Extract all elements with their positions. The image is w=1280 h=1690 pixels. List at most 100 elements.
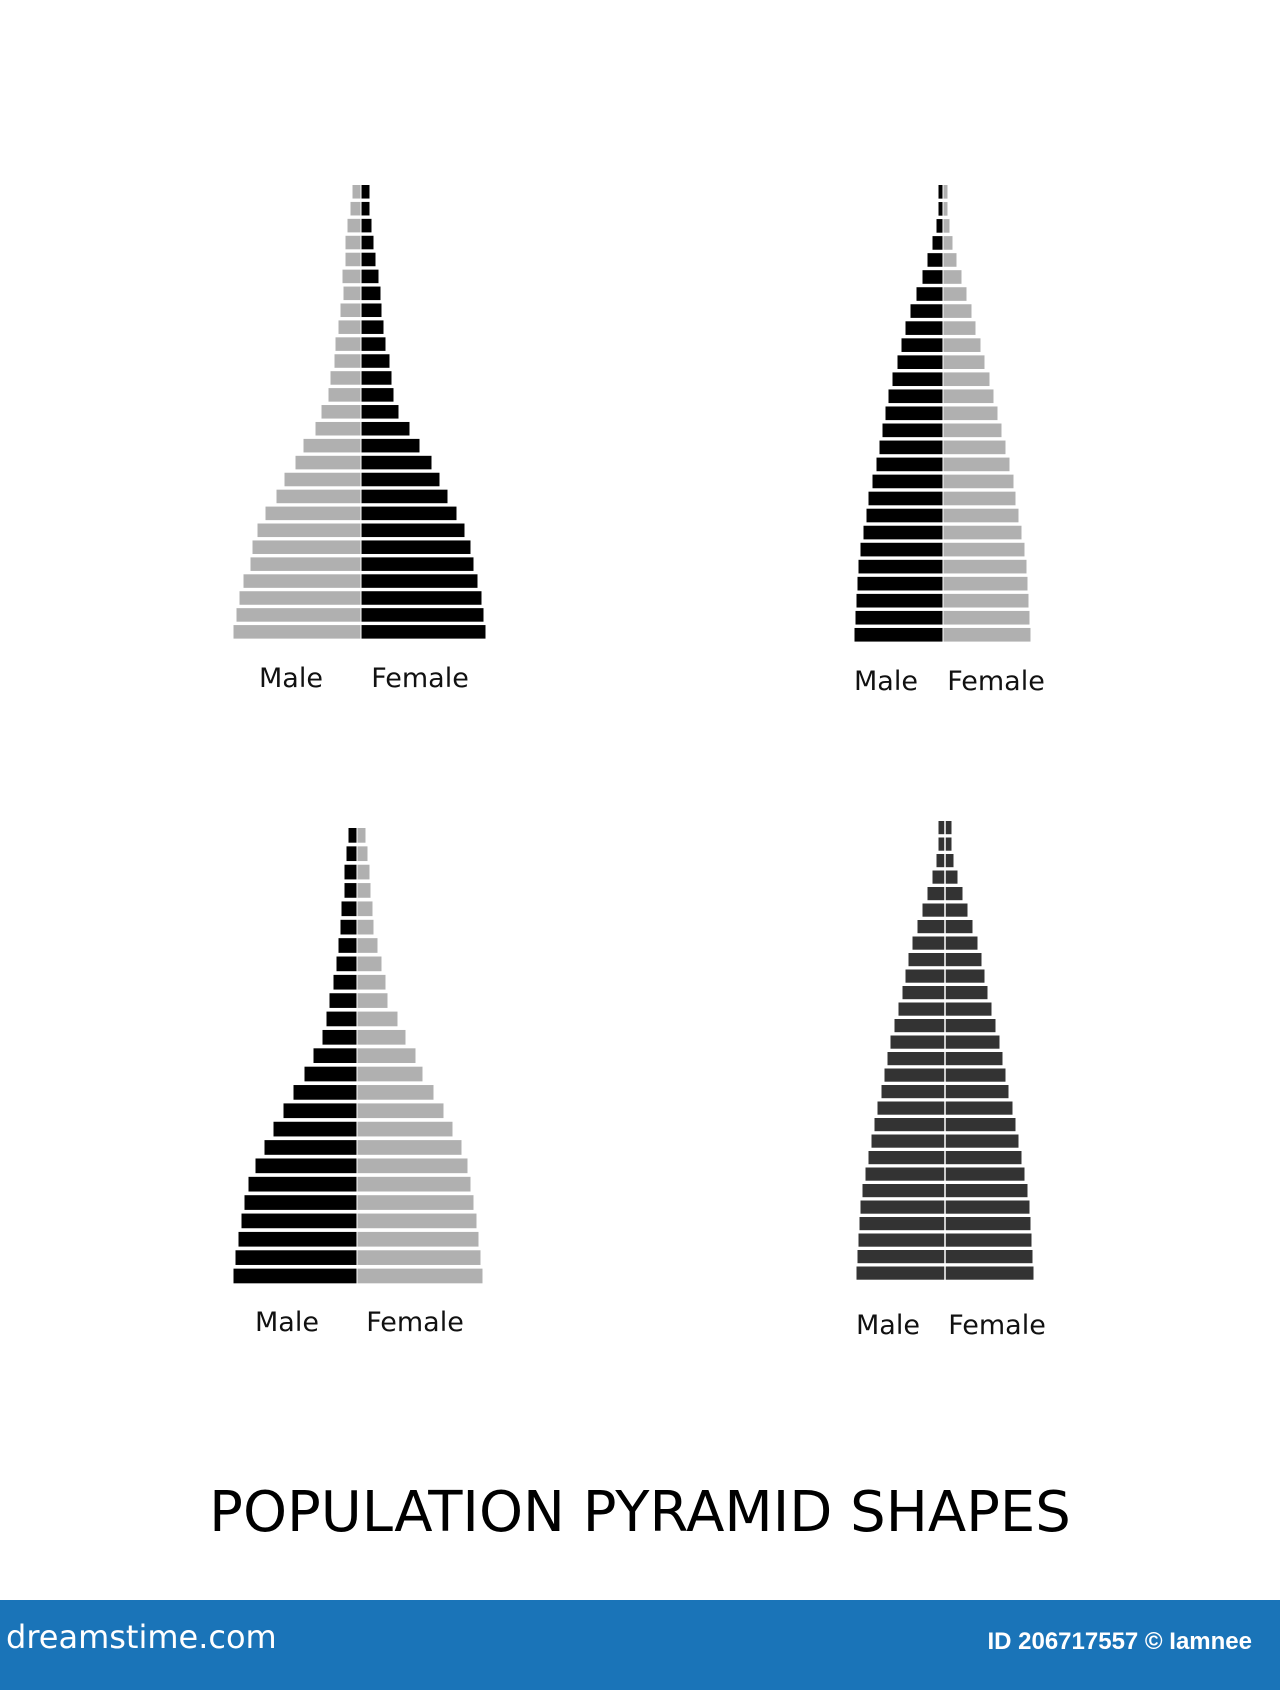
bar-male <box>344 883 357 898</box>
bar-female <box>361 286 381 301</box>
bar-male <box>264 1140 357 1155</box>
bar-female <box>357 1121 453 1137</box>
bar-male <box>236 608 361 622</box>
bar-male <box>857 1250 945 1264</box>
bar-female <box>945 953 982 967</box>
bar-male <box>860 542 943 557</box>
bar-female <box>945 1085 1009 1099</box>
bar-female <box>357 1048 416 1064</box>
female-label: Female <box>947 666 1045 697</box>
bar-female <box>361 269 379 284</box>
bar-female <box>361 489 448 504</box>
bar-female <box>945 986 988 1000</box>
bar-male <box>922 903 945 917</box>
bar-female <box>945 1052 1003 1066</box>
bar-female <box>361 235 374 250</box>
female-label: Female <box>948 1310 1046 1341</box>
bar-female <box>945 1118 1016 1132</box>
bar-female <box>361 337 386 351</box>
bar-male <box>233 625 361 639</box>
bar-male <box>858 559 943 574</box>
bar-female <box>943 440 1006 455</box>
bar-female <box>361 591 482 605</box>
bar-male <box>876 457 943 472</box>
bar-female <box>945 1101 1013 1115</box>
bar-male <box>257 523 361 538</box>
bar-male <box>255 1158 357 1174</box>
bar-female <box>943 525 1022 540</box>
bar-female <box>361 472 440 487</box>
bar-female <box>943 338 981 352</box>
bar-female <box>945 1134 1019 1148</box>
bar-female <box>361 320 384 334</box>
bar-male <box>927 887 945 901</box>
bar-male <box>326 1011 357 1027</box>
bar-female <box>357 1158 468 1174</box>
bar-male <box>250 557 361 571</box>
bar-male <box>350 201 361 216</box>
bar-female <box>943 287 967 301</box>
bar-male <box>295 455 361 470</box>
bar-female <box>357 1176 471 1192</box>
bar-male <box>330 371 361 385</box>
bar-male <box>922 270 943 284</box>
bar-female <box>361 218 372 233</box>
bar-female <box>943 627 1031 642</box>
bar-female <box>943 491 1016 506</box>
female-label: Female <box>366 1307 464 1338</box>
bar-male <box>865 1167 945 1181</box>
bar-female <box>357 1195 474 1210</box>
bar-male <box>322 1029 357 1045</box>
bar-female <box>943 406 998 421</box>
bar-male <box>868 491 943 506</box>
bar-male <box>352 185 361 199</box>
bar-female <box>945 854 954 868</box>
page-title: POPULATION PYRAMID SHAPES <box>209 1480 1071 1545</box>
bar-female <box>945 1019 996 1033</box>
bar-male <box>857 576 943 591</box>
bar-female <box>945 1266 1034 1280</box>
bar-male <box>248 1176 357 1192</box>
bar-male <box>932 236 943 250</box>
bar-female <box>945 1233 1032 1247</box>
bar-female <box>943 219 950 233</box>
pyramid-top-left: Male Female <box>233 185 486 694</box>
bar-female <box>945 1184 1028 1198</box>
bar-female <box>943 389 994 404</box>
bar-male <box>905 969 945 983</box>
bar-female <box>945 1200 1030 1214</box>
bar-male <box>898 1002 945 1016</box>
bar-female <box>357 1066 423 1082</box>
bar-male <box>892 372 943 387</box>
bar-female <box>357 919 374 935</box>
bar-female <box>357 938 378 953</box>
bar-male <box>885 406 943 421</box>
bar-male <box>344 864 357 880</box>
bar-female <box>361 303 382 318</box>
bar-male <box>341 901 357 917</box>
footer-logo[interactable]: dreamstime.com <box>6 1618 277 1656</box>
bar-male <box>284 472 361 487</box>
bar-male <box>345 235 361 250</box>
bar-female <box>357 901 373 917</box>
bar-female <box>361 523 465 538</box>
bar-female <box>943 270 962 284</box>
bar-female <box>361 574 478 588</box>
bar-female <box>361 354 390 368</box>
bar-male <box>872 474 943 489</box>
bar-male <box>244 1195 357 1210</box>
bar-male <box>239 591 361 605</box>
bar-male <box>342 269 361 284</box>
bar-female <box>361 201 370 216</box>
bar-male <box>863 525 943 540</box>
bar-female <box>943 559 1027 574</box>
male-label: Male <box>259 663 323 694</box>
bar-male <box>862 1184 945 1198</box>
bar-male <box>854 627 943 642</box>
pyramid-charts: Male Female Male Female Male Female Male Fem… <box>233 185 1046 1341</box>
bar-female <box>357 1140 462 1155</box>
bar-female <box>943 474 1014 489</box>
bar-female <box>945 1151 1022 1165</box>
bar-male <box>315 421 361 436</box>
male-label: Male <box>856 1310 920 1341</box>
